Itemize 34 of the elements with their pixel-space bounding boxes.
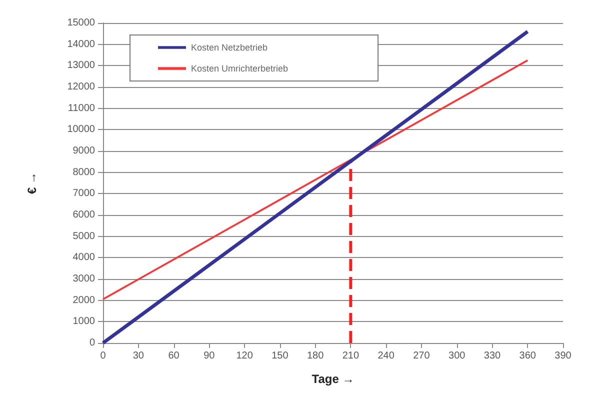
y-tick-label: 3000 xyxy=(72,274,96,284)
x-tick-label: 270 xyxy=(413,350,430,362)
x-tick-label: 210 xyxy=(342,350,360,362)
x-tick-label: 90 xyxy=(204,350,216,362)
x-tick-label: 240 xyxy=(378,350,395,362)
x-tick-label: 300 xyxy=(448,350,466,362)
legend-label: Kosten Netzbetrieb xyxy=(191,42,268,52)
y-tick-label: 11000 xyxy=(68,102,96,114)
y-tick-label: 5000 xyxy=(72,230,96,242)
y-axis-title: € → xyxy=(25,172,39,194)
x-tick-label: 330 xyxy=(484,350,502,362)
y-tick-label: 15000 xyxy=(67,18,96,28)
y-tick-label: 8000 xyxy=(72,166,96,178)
x-tick-label: 150 xyxy=(272,350,289,362)
y-tick-label: 4000 xyxy=(72,252,96,264)
y-tick-label: 2000 xyxy=(72,294,96,306)
y-tick-label: 14000 xyxy=(67,38,96,50)
x-tick-label: 60 xyxy=(168,350,180,362)
x-axis-title: Tage → xyxy=(312,372,354,386)
x-tick-label: 30 xyxy=(132,350,144,362)
y-tick-label: 13000 xyxy=(67,60,96,72)
legend-label: Kosten Umrichterbetrieb xyxy=(191,64,288,74)
y-tick-label: 10000 xyxy=(67,124,96,136)
y-tick-label: 0 xyxy=(89,338,96,348)
y-tick-label: 12000 xyxy=(67,82,96,92)
y-tick-label: 6000 xyxy=(72,210,96,220)
x-tick-label: 0 xyxy=(100,350,106,362)
x-tick-label: 390 xyxy=(554,350,572,362)
x-tick-label: 180 xyxy=(306,350,324,362)
y-tick-label: 9000 xyxy=(72,146,96,156)
y-tick-label: 7000 xyxy=(72,188,96,200)
x-tick-label: 120 xyxy=(236,350,254,362)
y-tick-label: 1000 xyxy=(72,316,96,328)
x-tick-label: 360 xyxy=(519,350,536,362)
